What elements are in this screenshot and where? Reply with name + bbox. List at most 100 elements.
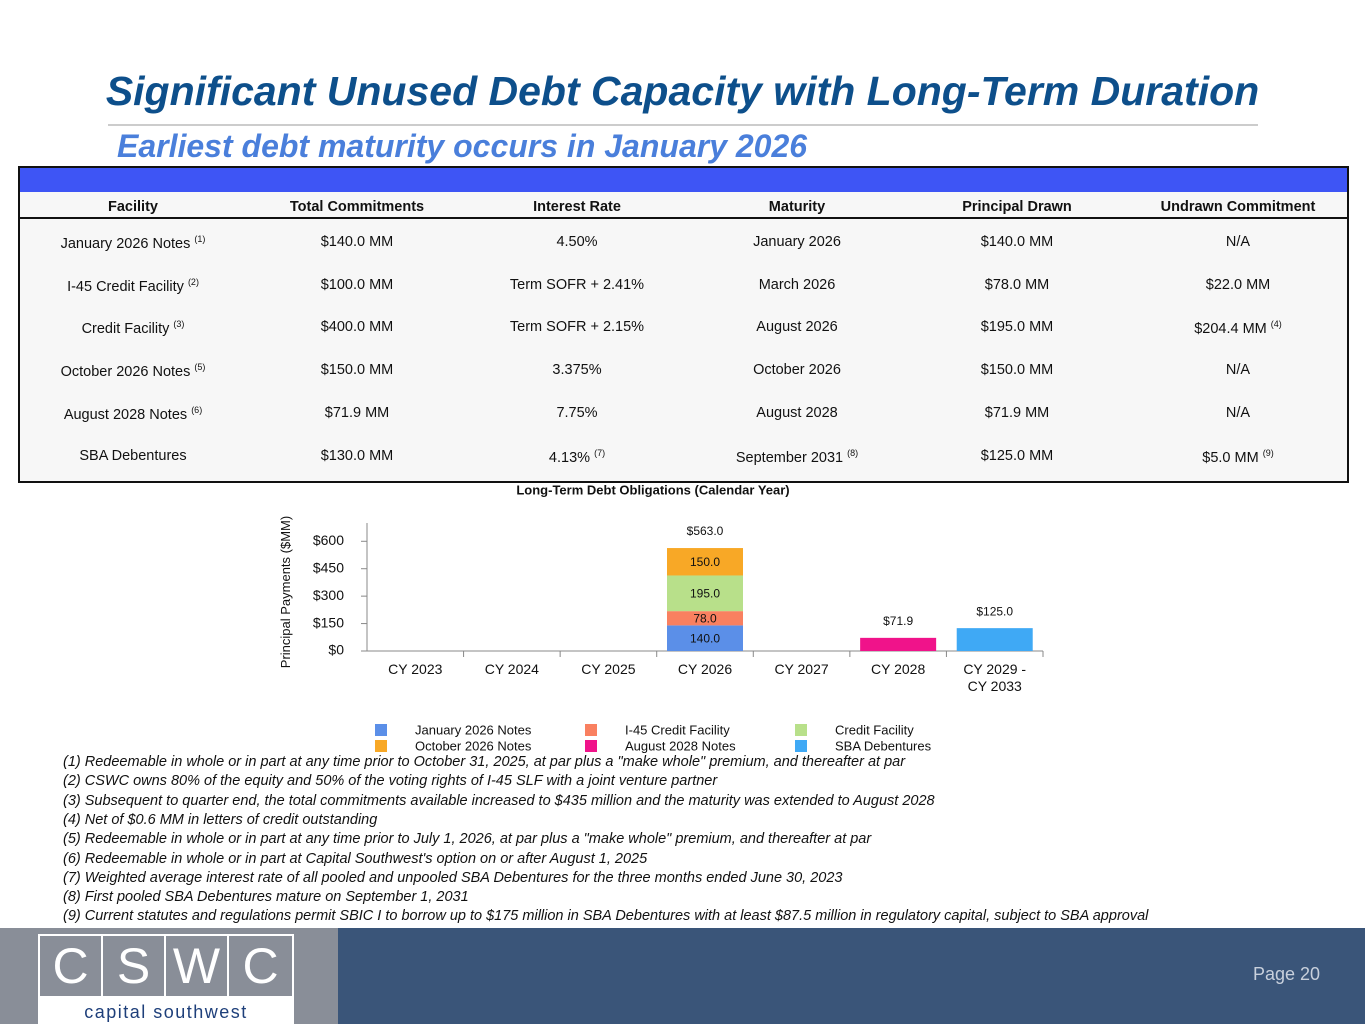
cell-note: (4)	[1270, 319, 1282, 330]
table-cell: $150.0 MM	[320, 362, 394, 379]
cell-text: I-45 Credit Facility	[67, 278, 184, 295]
cell-text: September 2031	[735, 449, 844, 466]
column-header: Principal Drawn	[962, 199, 1072, 215]
legend-swatch	[585, 740, 597, 752]
table-cell: 3.375%	[552, 362, 602, 379]
table-cell: 7.75%	[556, 404, 598, 421]
legend-swatch	[375, 740, 387, 752]
rule	[108, 124, 1258, 126]
column-header: Undrawn Commitment	[1160, 199, 1316, 215]
y-axis-label: Principal Payments ($MM)	[278, 516, 293, 668]
total-label: $71.9	[883, 614, 913, 628]
legend-label: I-45 Credit Facility	[625, 722, 730, 737]
x-tick-label: CY 2026	[677, 661, 733, 677]
table-cell: $71.9 MM	[324, 404, 390, 421]
table-cell: N/A	[1225, 362, 1251, 379]
chart-title: Long-Term Debt Obligations (Calendar Yea…	[516, 482, 789, 497]
y-tick-label: $600	[313, 532, 344, 548]
cell-text: October 2026 Notes	[60, 363, 191, 380]
legend-swatch	[795, 724, 807, 736]
table-cell: $5.0 MM (9)	[1128, 448, 1348, 466]
logo-letter: C	[40, 936, 103, 996]
cell-text: 4.13%	[548, 449, 591, 466]
header-rule	[20, 217, 1347, 219]
x-tick-label-box: CY 2023	[388, 661, 442, 677]
table-cell: $130.0 MM	[320, 447, 394, 464]
cell-note: (3)	[173, 319, 185, 330]
x-tick-label: CY 2029 - CY 2033	[963, 661, 1027, 694]
table-cell: Credit Facility (3)	[23, 319, 243, 337]
x-tick-label-box: CY 2027	[774, 661, 829, 677]
footnote: (3) Subsequent to quarter end, the total…	[63, 792, 935, 809]
logo-letter: C	[242, 938, 279, 994]
logo-text: capital southwest	[40, 996, 292, 1024]
legend-label: August 2028 Notes	[625, 738, 736, 753]
cell-text: $204.4 MM	[1194, 321, 1267, 338]
column-header: Maturity	[768, 199, 826, 215]
table-band	[20, 168, 1347, 192]
footnote: (1) Redeemable in whole or in part at an…	[63, 754, 906, 770]
cell-text: August 2028 Notes	[63, 406, 188, 423]
table-cell: Term SOFR + 2.15%	[509, 319, 645, 336]
table-cell: N/A	[1225, 404, 1251, 421]
x-tick-label-box: CY 2029 - CY 2033	[963, 661, 1027, 694]
value-label: 195.0	[690, 586, 720, 600]
total-label: $563.0	[687, 524, 724, 538]
table-cell: SBA Debentures	[79, 447, 187, 464]
table-cell: $140.0 MM	[320, 234, 394, 250]
x-tick-label: CY 2027	[774, 661, 829, 677]
legend-swatch	[585, 724, 597, 736]
title: Significant Unused Debt Capacity with Lo…	[105, 68, 1260, 114]
y-tick-label: $150	[313, 614, 344, 630]
cell-text: Credit Facility	[81, 321, 170, 338]
table-cell: $22.0 MM	[1205, 276, 1271, 293]
cell-note: (8)	[847, 447, 859, 458]
table-cell: $125.0 MM	[980, 447, 1054, 464]
table-cell: $100.0 MM	[320, 276, 394, 293]
value-label: 140.0	[690, 631, 720, 645]
column-header: Facility	[108, 199, 158, 215]
bar-segment	[860, 637, 937, 651]
legend-label: January 2026 Notes	[415, 722, 532, 737]
table-cell: $140.0 MM	[980, 234, 1054, 250]
x-tick-label-box: CY 2026	[677, 661, 733, 677]
table-cell: 4.50%	[556, 234, 598, 250]
x-tick-label-box: CY 2028	[871, 661, 926, 677]
legend-label: Credit Facility	[835, 722, 914, 737]
footer-right	[338, 928, 1365, 1024]
table-cell: August 2026	[756, 319, 838, 336]
x-tick-label: CY 2024	[484, 661, 539, 677]
table-cell: N/A	[1225, 234, 1251, 250]
footnote: (9) Current statutes and regulations per…	[63, 908, 1149, 925]
y-tick-label: $300	[313, 587, 344, 603]
table-cell: $195.0 MM	[980, 319, 1054, 336]
legend-label: SBA Debentures	[835, 738, 932, 753]
x-tick-label-box: CY 2024	[484, 661, 539, 677]
table-cell: January 2026	[753, 234, 841, 250]
cell-note: (6)	[191, 404, 203, 415]
table-cell: $71.9 MM	[984, 404, 1050, 421]
total-label: $125.0	[976, 604, 1013, 618]
value-label: 150.0	[690, 555, 720, 569]
footnote: (6) Redeemable in whole or in part at Ca…	[63, 850, 648, 867]
cell-note: (2)	[187, 276, 199, 287]
table-cell: Term SOFR + 2.41%	[509, 276, 645, 293]
table-cell: $150.0 MM	[980, 362, 1054, 379]
debt-table: Facility Total Commitments Interest Rate Ma…	[18, 166, 1349, 483]
table-cell: October 2026	[753, 362, 841, 379]
table-cell: $400.0 MM	[320, 319, 394, 336]
legend-label: October 2026 Notes	[415, 738, 532, 753]
x-tick-label: CY 2028	[871, 661, 926, 677]
y-tick-label: $0	[328, 642, 344, 658]
table-cell: August 2028	[756, 404, 838, 421]
x-tick-label: CY 2025	[581, 661, 636, 677]
footnote: (7) Weighted average interest rate of al…	[63, 869, 843, 886]
table-cell: March 2026	[758, 276, 836, 293]
table-cell: August 2028 Notes (6)	[23, 405, 243, 423]
bar-segment	[667, 625, 743, 651]
page-number: Page 20	[1253, 964, 1321, 984]
footnote: (4) Net of $0.6 MM in letters of credit …	[63, 811, 378, 828]
cell-note: (7)	[594, 447, 606, 458]
